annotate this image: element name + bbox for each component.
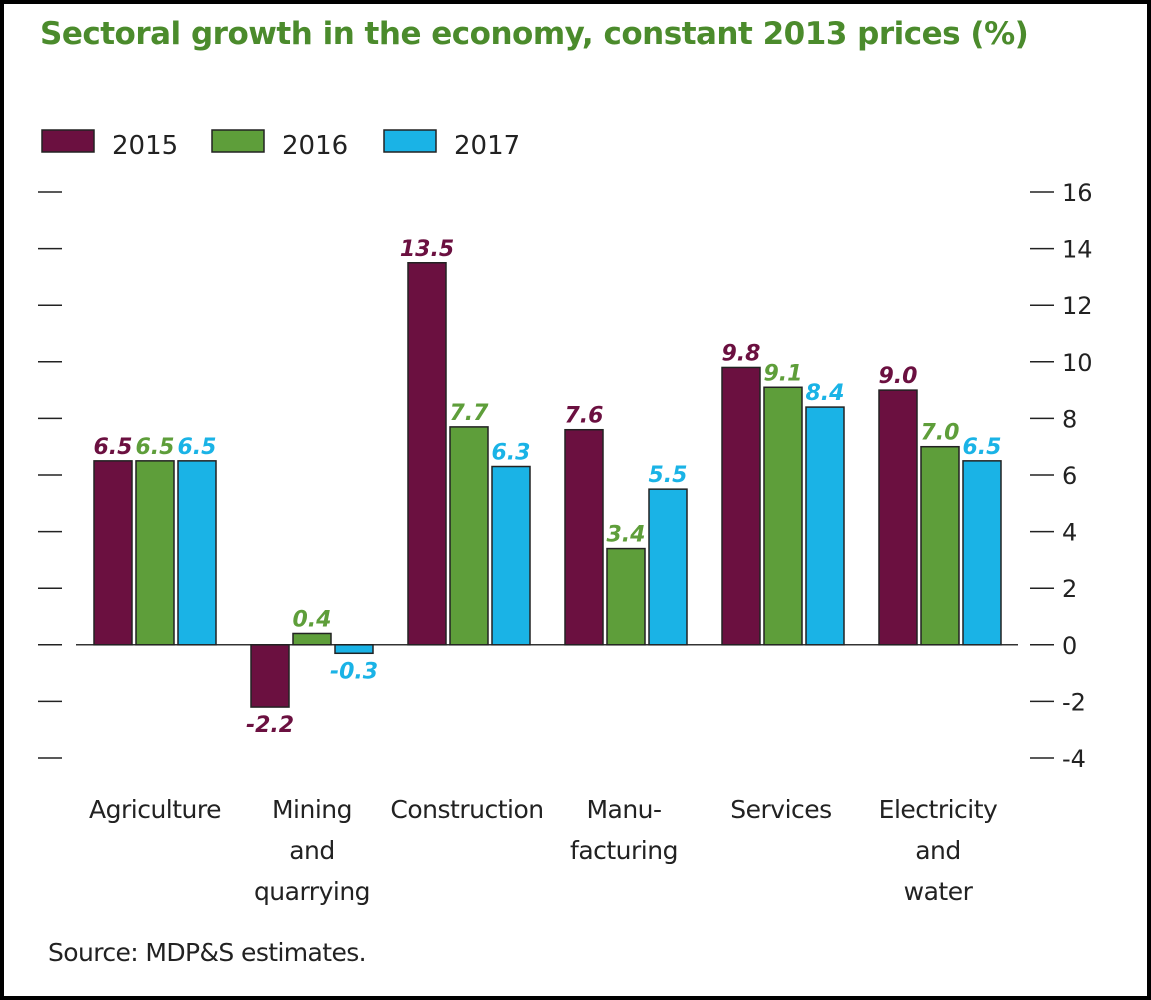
- legend-swatch: [211, 129, 265, 153]
- data-label: 6.3: [492, 441, 531, 466]
- bar: [491, 465, 531, 646]
- source-note: Source: MDP&S estimates.: [48, 938, 367, 967]
- bar: [763, 386, 803, 646]
- data-label: 13.5: [400, 237, 454, 262]
- data-label: 9.0: [879, 364, 918, 389]
- data-label: 9.8: [722, 341, 761, 366]
- y-tick-label: 14: [1062, 236, 1093, 264]
- bar: [93, 460, 133, 646]
- category-label: water: [904, 877, 974, 906]
- bar: [407, 262, 447, 646]
- data-label: 0.4: [293, 607, 332, 632]
- category-label: facturing: [570, 836, 678, 865]
- data-label: 5.5: [649, 463, 688, 488]
- bar: [177, 460, 217, 646]
- y-tick-label: 4: [1062, 519, 1077, 547]
- category-label: Manu-: [586, 795, 661, 824]
- category-label: Electricity: [879, 795, 998, 824]
- data-label: 7.6: [565, 404, 604, 429]
- legend-label: 2016: [282, 131, 348, 161]
- category-label: quarrying: [254, 877, 370, 906]
- data-label: 7.7: [450, 401, 490, 426]
- bar: [962, 460, 1002, 646]
- data-label: 8.4: [806, 381, 845, 406]
- category-label: and: [915, 836, 961, 865]
- data-label: 3.4: [607, 523, 646, 548]
- bar: [606, 547, 646, 646]
- data-label: -2.2: [246, 713, 294, 738]
- bar: [648, 488, 688, 646]
- y-tick-label: -2: [1062, 688, 1086, 716]
- data-label: 6.5: [963, 435, 1002, 460]
- legend-swatch: [41, 129, 95, 153]
- y-tick-label: 12: [1062, 292, 1093, 320]
- bar: [334, 644, 374, 655]
- bar: [920, 445, 960, 646]
- bar: [878, 389, 918, 646]
- bar: [805, 406, 845, 646]
- bar: [135, 460, 175, 646]
- category-label: Mining: [272, 795, 352, 824]
- bar: [250, 644, 290, 708]
- y-tick-label: 0: [1062, 632, 1077, 660]
- data-label: 9.1: [764, 361, 803, 386]
- data-label: 6.5: [178, 435, 217, 460]
- bar: [564, 428, 604, 646]
- bar: [292, 632, 332, 646]
- bar: [449, 426, 489, 646]
- y-tick-label: 10: [1062, 349, 1093, 377]
- category-label: Agriculture: [89, 795, 221, 824]
- category-label: and: [289, 836, 335, 865]
- data-label: 7.0: [921, 421, 960, 446]
- legend-label: 2017: [454, 131, 520, 161]
- bar: [721, 366, 761, 646]
- y-tick-label: 6: [1062, 462, 1077, 490]
- y-tick-label: 2: [1062, 575, 1077, 603]
- y-tick-label: 16: [1062, 179, 1093, 207]
- y-tick-label: -4: [1062, 745, 1086, 773]
- data-label: 6.5: [94, 435, 133, 460]
- chart-title: Sectoral growth in the economy, constant…: [40, 16, 1029, 52]
- legend-label: 2015: [112, 131, 178, 161]
- data-label: -0.3: [330, 659, 378, 684]
- y-tick-label: 8: [1062, 405, 1077, 433]
- legend-swatch: [383, 129, 437, 153]
- category-label: Construction: [390, 795, 543, 824]
- data-label: 6.5: [136, 435, 175, 460]
- category-label: Services: [730, 795, 831, 824]
